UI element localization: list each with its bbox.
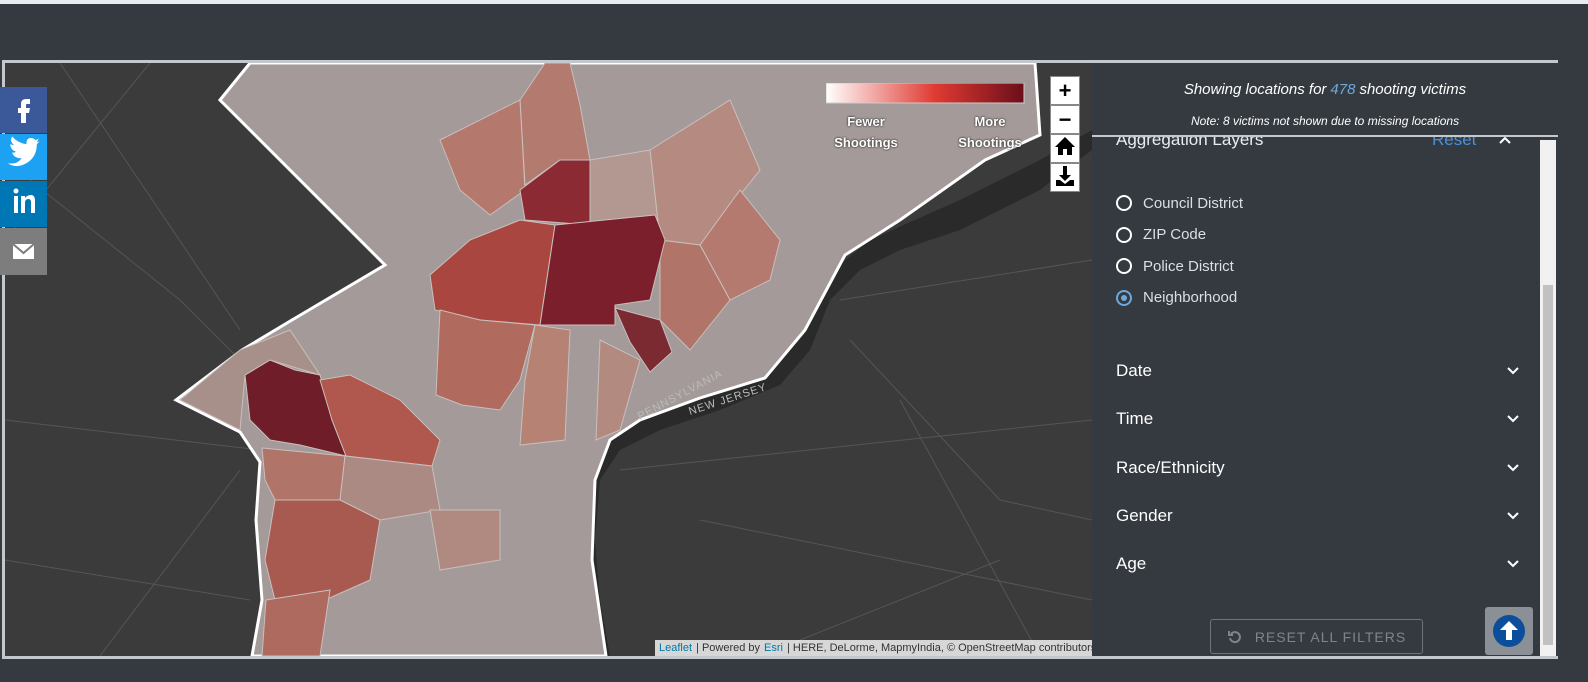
- side-panel: Aggregation Layers Reset Council Distric…: [1092, 63, 1558, 656]
- social-bar: [0, 87, 47, 275]
- reset-all-label: RESET ALL FILTERS: [1254, 628, 1407, 645]
- download-icon: [1056, 166, 1074, 186]
- scroll-thumb[interactable]: [1543, 285, 1553, 645]
- attribution: Leaflet | Powered by Esri | HERE, DeLorme, …: [655, 640, 1092, 656]
- radio-option[interactable]: Police District: [1116, 255, 1234, 277]
- river: [580, 130, 1092, 656]
- zoom-in[interactable]: +: [1050, 76, 1080, 105]
- download-button[interactable]: [1050, 163, 1080, 192]
- email-button[interactable]: [0, 228, 47, 275]
- legend: Fewer Shootings More Shootings: [825, 82, 1032, 150]
- twitter-button[interactable]: [0, 134, 47, 180]
- summary-text: Showing locations for: [1183, 81, 1327, 98]
- expand-icon[interactable]: [1506, 460, 1520, 474]
- expand-icon[interactable]: [1506, 508, 1520, 522]
- up-icon: [1493, 615, 1525, 647]
- radio-label: ZIP Code: [1143, 226, 1207, 243]
- filter-header[interactable]: Time: [1116, 409, 1519, 429]
- radio-label: Police District: [1143, 257, 1234, 275]
- filter-label: Age: [1116, 554, 1147, 574]
- radio-button[interactable]: [1116, 258, 1132, 274]
- home-button[interactable]: [1050, 134, 1080, 163]
- attribution-text: | HERE, DeLorme, MapmyIndia, © OpenStree…: [787, 642, 1092, 654]
- note: Note: 8 victims not shown due to missing…: [1190, 114, 1460, 128]
- radio-button[interactable]: [1116, 195, 1132, 211]
- filter-label: Date: [1116, 361, 1152, 380]
- radio-label: Neighborhood: [1143, 289, 1238, 306]
- summary-header: Showing locations for 478 shooting victims…: [1092, 63, 1558, 137]
- legend-low: Fewer Shootings: [834, 114, 898, 150]
- radio-label: Council District: [1143, 194, 1244, 212]
- map-canvas: PENNSYLVANIA NEW JERSEY: [5, 63, 1092, 656]
- scroll-top-button[interactable]: [1485, 607, 1533, 655]
- reset-icon: [1227, 630, 1241, 643]
- filter-header[interactable]: Age: [1116, 554, 1519, 574]
- summary: Showing locations for 478 shooting victims: [1092, 81, 1558, 98]
- reset-all-button[interactable]: RESET ALL FILTERS: [1210, 619, 1423, 654]
- map[interactable]: PENNSYLVANIA NEW JERSEY Fewer Shootings …: [5, 63, 1092, 656]
- linkedin-button[interactable]: [0, 181, 47, 227]
- chevron: [1507, 367, 1519, 375]
- chevron: [1507, 415, 1519, 423]
- expand-icon[interactable]: [1506, 556, 1520, 570]
- leaflet-link[interactable]: Leaflet: [659, 642, 693, 654]
- filter-header[interactable]: Date: [1116, 361, 1519, 381]
- collapse-icon[interactable]: [1498, 135, 1512, 145]
- roads: [5, 63, 1092, 656]
- attribution-text: | Powered by: [696, 642, 761, 654]
- home-icon: [1055, 137, 1075, 155]
- districts: [179, 63, 781, 656]
- radio-button[interactable]: [1116, 289, 1132, 306]
- filter-label: Time: [1116, 409, 1154, 429]
- expand-icon[interactable]: [1506, 411, 1520, 425]
- expand-icon[interactable]: [1506, 363, 1520, 377]
- chevron: [1507, 560, 1519, 568]
- victim-count: 478: [1330, 81, 1356, 98]
- radio-option[interactable]: Council District: [1116, 192, 1243, 214]
- filter-header[interactable]: Race/Ethnicity: [1116, 457, 1519, 478]
- legend-gradient: [825, 82, 1025, 104]
- radio-option[interactable]: Neighborhood: [1116, 287, 1237, 309]
- esri-link[interactable]: Esri: [764, 642, 783, 654]
- top-border: [0, 0, 1588, 4]
- radio-button[interactable]: [1116, 226, 1132, 243]
- radio-option[interactable]: ZIP Code: [1116, 224, 1206, 246]
- chevron: [1507, 512, 1519, 520]
- filter-label: Gender: [1116, 505, 1173, 525]
- facebook-button[interactable]: [0, 87, 47, 133]
- chevron: [1507, 463, 1519, 472]
- zoom-out[interactable]: −: [1050, 105, 1080, 134]
- filter-label: Race/Ethnicity: [1116, 457, 1225, 477]
- filter-header[interactable]: Gender: [1116, 505, 1519, 526]
- legend-high: More Shootings: [958, 114, 1022, 150]
- summary-text: shooting victims: [1359, 81, 1467, 98]
